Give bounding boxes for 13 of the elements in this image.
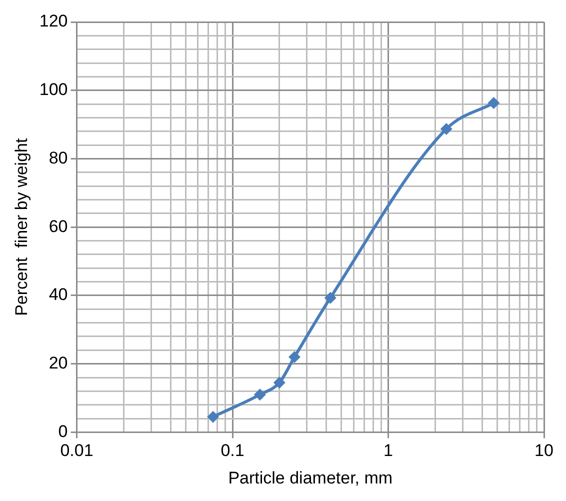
y-axis-title: Percent finer by weight (12, 138, 31, 316)
x-axis-title: Particle diameter, mm (228, 468, 393, 488)
y-tick-label: 60 (48, 216, 68, 236)
y-tick-label: 0 (58, 422, 68, 441)
y-tick-label: 120 (39, 12, 68, 31)
x-tick-label: 0.01 (60, 441, 94, 460)
x-tick-label: 10 (534, 441, 554, 460)
y-tick-label: 80 (48, 148, 68, 168)
x-tick-label: 0.1 (220, 441, 244, 460)
x-tick-label: 1 (384, 441, 393, 460)
y-tick-label: 40 (48, 285, 68, 304)
y-tick-label: 100 (39, 80, 68, 100)
y-tick-label: 20 (48, 354, 68, 373)
